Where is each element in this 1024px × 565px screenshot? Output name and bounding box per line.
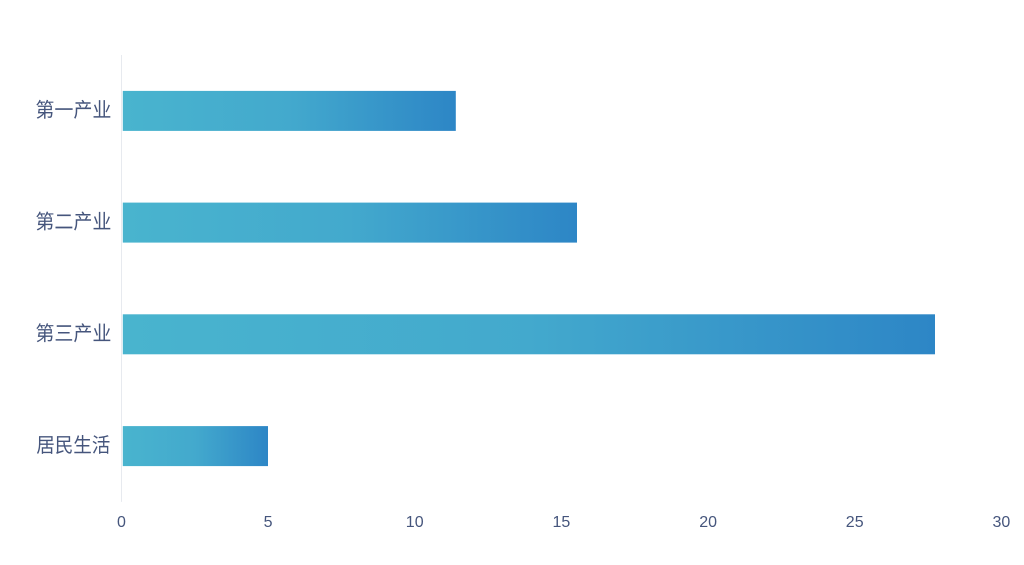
- svg-text:20: 20: [699, 514, 717, 531]
- svg-text:25: 25: [846, 514, 864, 531]
- svg-text:0: 0: [117, 514, 126, 531]
- svg-text:5: 5: [264, 514, 273, 531]
- svg-text:30: 30: [993, 514, 1011, 531]
- svg-text:15: 15: [553, 514, 571, 531]
- svg-text:10: 10: [406, 514, 424, 531]
